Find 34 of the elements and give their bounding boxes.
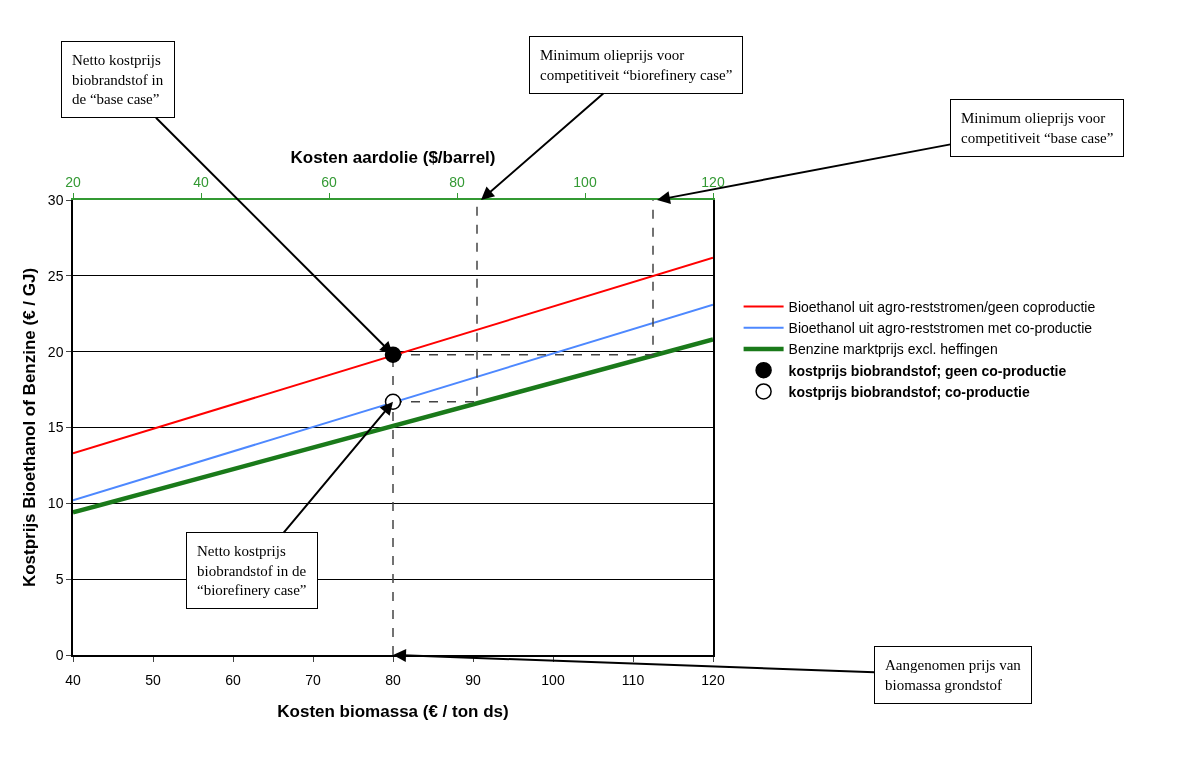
legend-label: kostprijs biobrandstof; co-productie [788,383,1030,400]
x-tick-label: 70 [305,671,321,688]
x-tick-label: 80 [385,671,401,688]
x2-tick-label: 80 [449,174,465,191]
y-tick-label: 20 [47,343,64,360]
x-tick-label: 40 [65,671,81,688]
annotation: Netto kostprijs biobrandstof in de “base case” [72,52,164,107]
x2-tick-label: 60 [321,174,337,191]
legend-label: Bioethanol uit agro-reststromen met co-productie [788,320,1093,337]
x2-axis-title: Kosten aardolie ($/barrel) [290,148,496,168]
y-tick-label: 15 [47,419,64,436]
y-tick-label: 10 [47,495,64,512]
x2-tick-label: 120 [701,174,725,191]
legend-label: kostprijs biobrandstof; geen co-productie [788,362,1067,379]
legend-label: Bioethanol uit agro-reststromen/geen coproductie [788,299,1096,316]
x-tick-label: 50 [145,671,161,688]
annotation: Minimum olieprijs voor competitiveit “base case” [961,110,1114,146]
y-axis-title: Kostprijs Bioethanol of Benzine (€ / GJ) [19,267,39,588]
x2-tick-label: 100 [573,174,597,191]
x-tick-label: 110 [621,671,645,688]
x2-tick-label: 40 [193,174,209,191]
annotation: Netto kostprijs biobrandstof in de “biorefinery case” [197,543,307,598]
annotation: Minimum olieprijs voor competitiveit “biorefinery case” [540,47,733,83]
y-tick-label: 5 [55,571,64,588]
x-axis-title: Kosten biomassa (€ / ton ds) [277,701,509,721]
x-tick-label: 90 [465,671,481,688]
legend-label: Benzine marktprijs excl. heffingen [788,341,998,358]
y-tick-label: 0 [55,646,64,663]
y-tick-label: 30 [47,191,64,208]
y-tick-label: 25 [47,267,64,284]
x-tick-label: 100 [541,671,565,688]
x-tick-label: 120 [701,671,725,688]
x-tick-label: 60 [225,671,241,688]
annotation: Aangenomen prijs van biomassa grondstof [885,657,1022,693]
